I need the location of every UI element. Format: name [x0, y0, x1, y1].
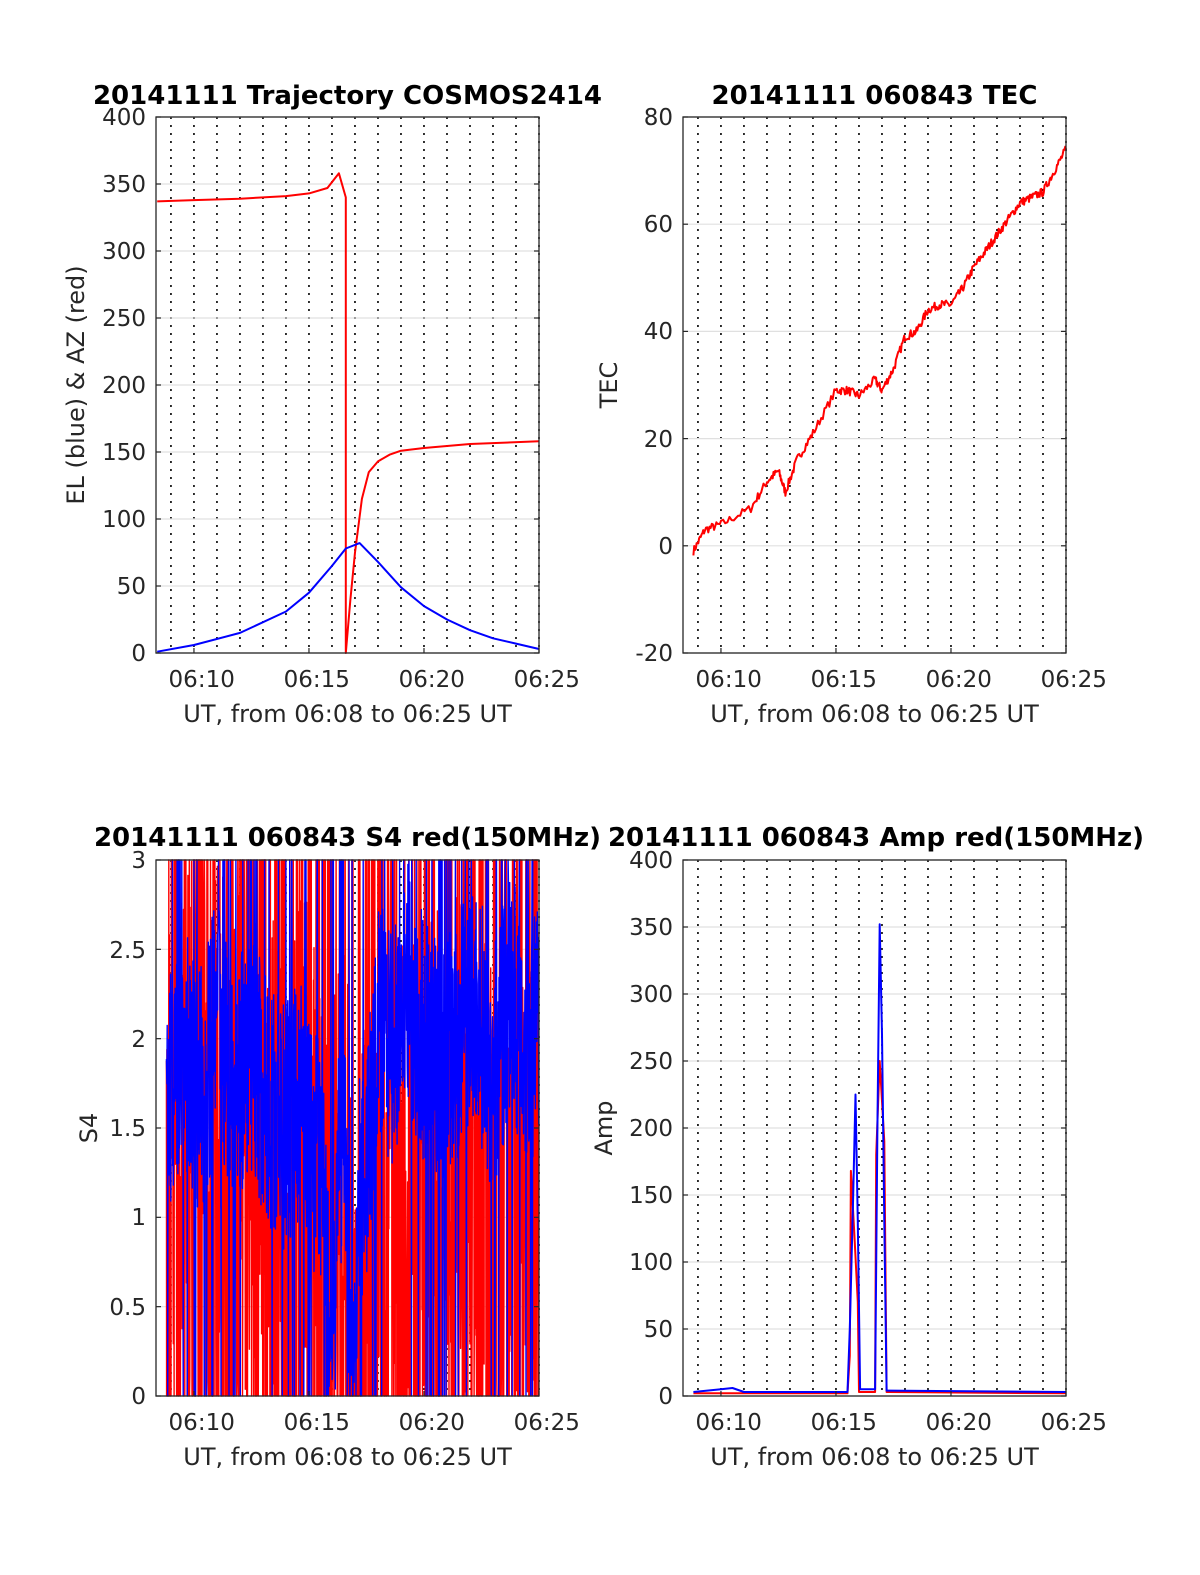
- y-tick-label: 250: [629, 1049, 673, 1075]
- x-tick-label: 06:10: [169, 1410, 235, 1436]
- x-tick-label: 06:15: [811, 1410, 877, 1436]
- y-tick-label: 2: [131, 1027, 146, 1053]
- y-tick-label: 150: [629, 1183, 673, 1209]
- x-tick-label: 06:25: [1041, 1410, 1107, 1436]
- tick-marks: [156, 116, 540, 654]
- y-tick-label: 1: [131, 1205, 146, 1231]
- y-tick-label: 350: [629, 915, 673, 941]
- tick-marks: [683, 116, 1067, 654]
- chart-title: 20141111 060843 Amp red(150MHz): [608, 823, 1144, 853]
- blue-series-line: [165, 859, 540, 1397]
- red-series-line: [692, 145, 1067, 556]
- y-tick-label: 20: [644, 427, 673, 453]
- y-axis-label: EL (blue) & AZ (red): [62, 265, 90, 504]
- x-tick-label: 06:10: [696, 667, 762, 693]
- blue-series-line: [157, 542, 540, 653]
- axes-box: [682, 116, 1067, 654]
- x-axis-label: UT, from 06:08 to 06:25 UT: [710, 700, 1039, 728]
- x-axis-label: UT, from 06:08 to 06:25 UT: [183, 700, 512, 728]
- y-tick-label: 350: [102, 172, 146, 198]
- blue-series-line: [693, 923, 1067, 1393]
- x-tick-label: 06:15: [284, 667, 350, 693]
- panel-trajectory: 20141111 Trajectory COSMOS2414 UT, from …: [62, 81, 602, 728]
- x-tick-label: 06:10: [169, 667, 235, 693]
- x-tick-label: 06:10: [696, 1410, 762, 1436]
- tick-marks: [156, 859, 540, 1397]
- plot-area: [683, 117, 1066, 653]
- x-tick-label: 06:25: [514, 667, 580, 693]
- panel-tec: 20141111 060843 TEC UT, from 06:08 to 06…: [595, 81, 1107, 728]
- y-tick-label: 100: [102, 507, 146, 533]
- y-tick-label: 50: [117, 574, 146, 600]
- y-axis-label: S4: [75, 1113, 103, 1144]
- x-axis-label: UT, from 06:08 to 06:25 UT: [183, 1443, 512, 1471]
- y-axis-label: TEC: [595, 362, 623, 410]
- x-tick-label: 06:20: [399, 1410, 465, 1436]
- y-tick-label: 0: [658, 534, 673, 560]
- y-tick-label: 3: [131, 848, 146, 874]
- y-tick-label: 250: [102, 306, 146, 332]
- y-tick-label: 0: [131, 641, 146, 667]
- x-tick-label: 06:20: [399, 667, 465, 693]
- y-tick-label: 400: [102, 105, 146, 131]
- y-tick-label: 50: [644, 1317, 673, 1343]
- x-axis-label: UT, from 06:08 to 06:25 UT: [710, 1443, 1039, 1471]
- y-tick-label: 100: [629, 1250, 673, 1276]
- series-lines: [693, 923, 1067, 1395]
- chart-title: 20141111 060843 S4 red(150MHz): [94, 823, 601, 853]
- series-lines: [165, 859, 540, 1397]
- x-tick-label: 06:15: [811, 667, 877, 693]
- chart-title: 20141111 Trajectory COSMOS2414: [93, 81, 602, 111]
- y-axis-label: Amp: [590, 1100, 618, 1155]
- y-tick-label: 80: [644, 105, 673, 131]
- y-tick-label: 300: [102, 239, 146, 265]
- x-tick-label: 06:20: [926, 667, 992, 693]
- y-tick-label: 200: [102, 373, 146, 399]
- y-tick-label: 200: [629, 1116, 673, 1142]
- x-tick-label: 06:15: [284, 1410, 350, 1436]
- y-tick-label: 2.5: [109, 938, 146, 964]
- panel-amp: 20141111 060843 Amp red(150MHz) UT, from…: [590, 823, 1144, 1471]
- y-tick-label: 0: [131, 1384, 146, 1410]
- series-lines: [692, 145, 1067, 556]
- y-tick-label: 60: [644, 212, 673, 238]
- x-tick-label: 06:20: [926, 1410, 992, 1436]
- panel-s4: 20141111 060843 S4 red(150MHz) UT, from …: [75, 823, 601, 1471]
- red-series-line: [157, 172, 540, 654]
- series-lines: [157, 172, 540, 654]
- y-tick-label: 0.5: [109, 1295, 146, 1321]
- tick-marks: [683, 859, 1067, 1397]
- y-tick-label: 400: [629, 848, 673, 874]
- y-tick-label: 300: [629, 982, 673, 1008]
- x-tick-label: 06:25: [1041, 667, 1107, 693]
- y-tick-label: 0: [658, 1384, 673, 1410]
- x-tick-label: 06:25: [514, 1410, 580, 1436]
- y-tick-label: 150: [102, 440, 146, 466]
- y-tick-label: -20: [635, 641, 673, 667]
- y-tick-label: 1.5: [109, 1116, 146, 1142]
- y-tick-label: 40: [644, 319, 673, 345]
- chart-title: 20141111 060843 TEC: [712, 81, 1038, 111]
